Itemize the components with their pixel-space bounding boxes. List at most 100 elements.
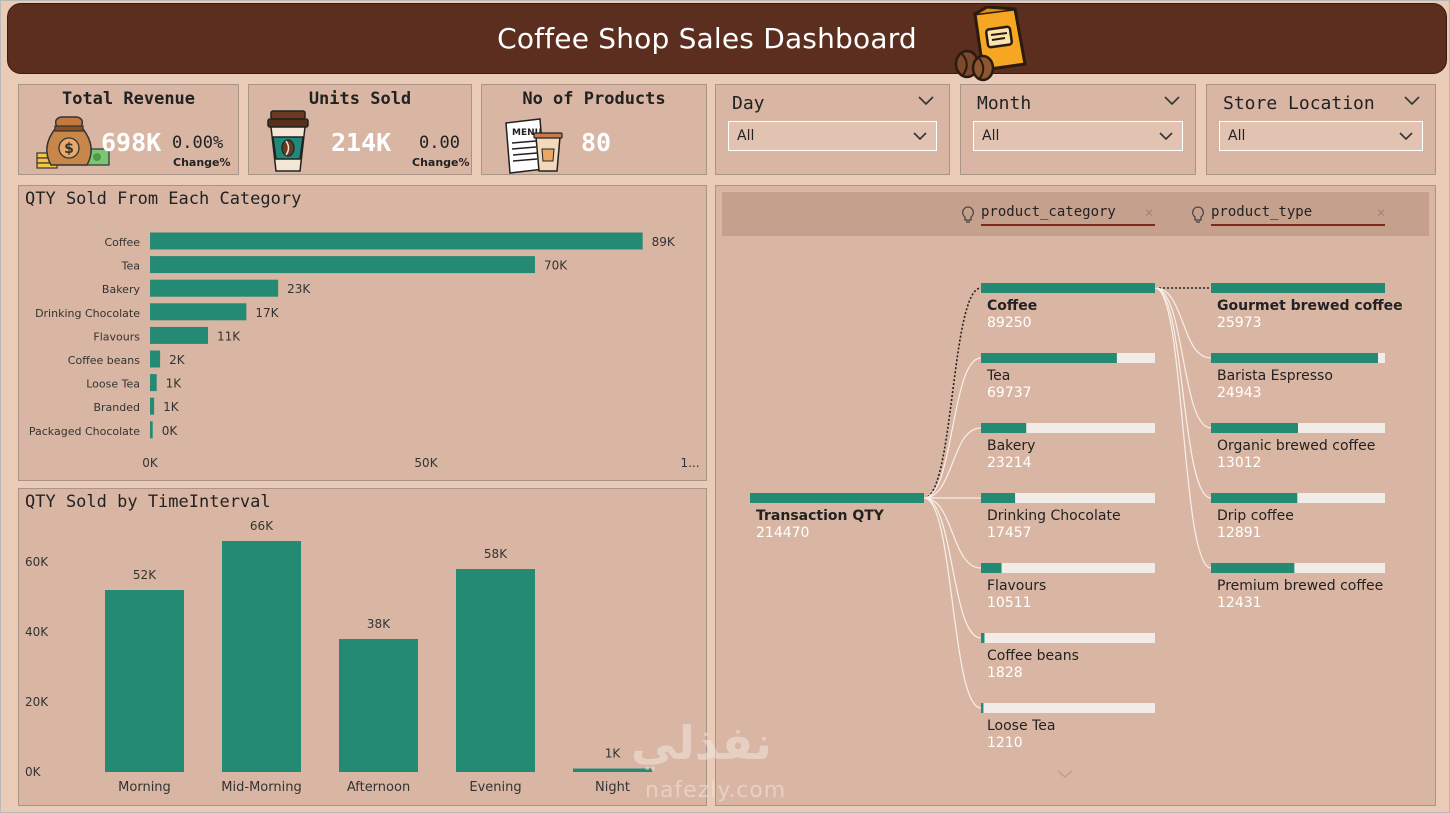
data-label: 58K — [484, 547, 508, 561]
category-bar — [150, 303, 247, 321]
y-tick-label: 0K — [25, 765, 42, 779]
category-bar — [150, 326, 209, 344]
kpi-card-products: No of Products MENU 80 — [481, 84, 707, 175]
decomposition-tree-panel: product_category ✕ product_type ✕ Transa… — [715, 185, 1436, 806]
data-label: 23K — [287, 282, 311, 296]
tree-connector — [1154, 287, 1212, 429]
y-tick-label: 20K — [25, 695, 49, 709]
close-icon[interactable]: ✕ — [1376, 206, 1387, 220]
time-interval-bar-chart: 0K 20K 40K 60K 52K Morning 66K Mid-Morning 38K Af… — [25, 519, 652, 795]
day-dropdown[interactable]: All — [728, 121, 937, 151]
node-value: 23214 — [987, 455, 1032, 471]
kpi-value: 698K — [101, 128, 162, 157]
node-label: Barista Espresso — [1217, 368, 1333, 384]
svg-text:MENU: MENU — [512, 128, 542, 138]
category-bar — [150, 374, 157, 392]
node-bar-track — [981, 633, 1155, 643]
y-tick-label: 60K — [25, 555, 49, 569]
node-bar-fill — [981, 563, 1002, 573]
field-underline — [981, 224, 1155, 226]
node-label: Coffee beans — [987, 648, 1079, 664]
field-product-type[interactable]: product_type — [1211, 204, 1313, 220]
node-label: Gourmet brewed coffee — [1217, 298, 1403, 314]
category-bar — [150, 232, 643, 250]
store-location-dropdown[interactable]: All — [1219, 121, 1423, 151]
data-label: 1K — [605, 747, 622, 761]
kpi-title: Total Revenue — [61, 89, 196, 109]
lightbulb-icon[interactable] — [961, 206, 975, 224]
node-value: 12431 — [1217, 595, 1262, 611]
data-label: 17K — [255, 306, 279, 320]
x-tick-label: 1... — [680, 456, 699, 470]
field-product-category[interactable]: product_category — [981, 204, 1116, 220]
chevron-down-icon — [1159, 132, 1173, 141]
close-icon[interactable]: ✕ — [1144, 206, 1155, 220]
slicer-title: Month — [977, 93, 1032, 114]
x-tick-label: 50K — [414, 456, 438, 470]
tree-connector — [923, 497, 982, 709]
chart-title: QTY Sold by TimeInterval — [25, 492, 271, 512]
time-bar — [456, 569, 535, 772]
month-dropdown[interactable]: All — [973, 121, 1183, 151]
node-label: Tea — [986, 368, 1010, 384]
category-bar — [150, 421, 153, 439]
kpi-change-label: Change% — [173, 156, 231, 169]
category-label: Bakery — [102, 283, 141, 296]
x-category-label: Afternoon — [347, 780, 410, 795]
node-label: Drinking Chocolate — [987, 508, 1121, 524]
category-label: Drinking Chocolate — [35, 307, 140, 320]
dropdown-value: All — [982, 128, 1000, 144]
node-value: 69737 — [987, 385, 1032, 401]
node-bar-track — [981, 703, 1155, 713]
node-bar-track — [1211, 563, 1385, 573]
category-label: Loose Tea — [86, 378, 140, 391]
x-tick-label: 0K — [142, 456, 159, 470]
chevron-down-icon — [1399, 132, 1413, 141]
menu-icon: MENU — [505, 118, 563, 174]
lightbulb-icon[interactable] — [1191, 206, 1205, 224]
root-node-value: 214470 — [756, 525, 809, 541]
chevron-down-icon[interactable] — [1056, 768, 1074, 780]
dropdown-value: All — [1228, 128, 1246, 144]
node-value: 1828 — [987, 665, 1023, 681]
node-value: 1210 — [987, 735, 1023, 751]
data-label: 1K — [166, 377, 183, 391]
node-value: 10511 — [987, 595, 1032, 611]
chevron-down-icon[interactable] — [1403, 93, 1421, 107]
tree-connector — [923, 287, 982, 499]
category-bar — [150, 397, 155, 415]
time-chart-panel: QTY Sold by TimeInterval 0K 20K 40K 60K 52K M… — [18, 488, 707, 806]
node-label: Coffee — [987, 298, 1037, 314]
time-bar — [222, 541, 301, 772]
chevron-down-icon[interactable] — [1163, 93, 1181, 107]
kpi-change: 0.00 — [419, 133, 460, 153]
node-label: Flavours — [987, 578, 1046, 594]
node-value: 25973 — [1217, 315, 1262, 331]
node-bar-fill — [1211, 423, 1298, 433]
time-bar — [573, 768, 652, 772]
node-bar-fill — [981, 633, 985, 643]
data-label: 89K — [652, 235, 676, 249]
node-value: 24943 — [1217, 385, 1262, 401]
category-bar — [150, 350, 161, 368]
node-bar-track — [981, 493, 1155, 503]
time-bar — [339, 639, 418, 772]
x-category-label: Morning — [118, 780, 171, 795]
chevron-down-icon[interactable] — [917, 93, 935, 107]
category-label: Coffee beans — [68, 354, 140, 367]
node-label: Drip coffee — [1217, 508, 1294, 524]
kpi-change: 0.00% — [172, 133, 224, 153]
data-label: 38K — [367, 617, 391, 631]
y-tick-label: 40K — [25, 625, 49, 639]
category-label: Flavours — [93, 330, 140, 343]
category-label: Tea — [121, 260, 140, 273]
node-bar-track — [981, 563, 1155, 573]
kpi-change-label: Change% — [412, 156, 470, 169]
tree-connector — [1154, 287, 1212, 499]
decomp-field-bar — [722, 192, 1429, 236]
data-label: 2K — [169, 353, 186, 367]
data-label: 0K — [162, 424, 179, 438]
node-bar-fill — [1211, 563, 1295, 573]
